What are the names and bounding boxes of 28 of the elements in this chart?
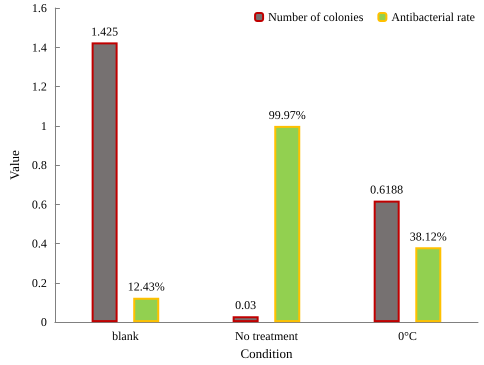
data-label: 1.425 [91,24,118,38]
bar [92,42,118,322]
legend-label: Number of colonies [268,10,364,24]
bar [415,247,442,322]
y-tick-label: 0.4 [32,236,47,251]
y-tick-label: 0.8 [32,158,47,172]
bar [274,126,300,322]
x-tick-label: blank [112,329,139,344]
y-axis-title: Value [7,150,22,180]
bar [133,298,160,322]
data-label: 12.43% [128,280,165,294]
y-tick-label: 1.4 [32,40,47,54]
x-tick-label: 0°C [398,329,417,344]
data-label: 99.97% [268,108,306,122]
y-tick-label: 0 [40,315,47,330]
y-tick-label: 1.2 [32,80,47,94]
x-axis-title: Condition [240,346,293,361]
legend-label: Antibacterial rate [391,10,476,24]
y-tick-label: 1.6 [32,1,47,15]
data-label: 0.6188 [370,182,404,197]
y-tick-label: 0.2 [32,276,47,290]
data-label: 0.03 [235,298,256,312]
data-label: 38.12% [410,229,447,244]
bar [374,200,400,322]
bar [232,316,259,322]
x-tick-label: No treatment [234,329,299,344]
y-tick-label: 1 [40,118,47,133]
y-tick-label: 0.6 [32,197,47,212]
